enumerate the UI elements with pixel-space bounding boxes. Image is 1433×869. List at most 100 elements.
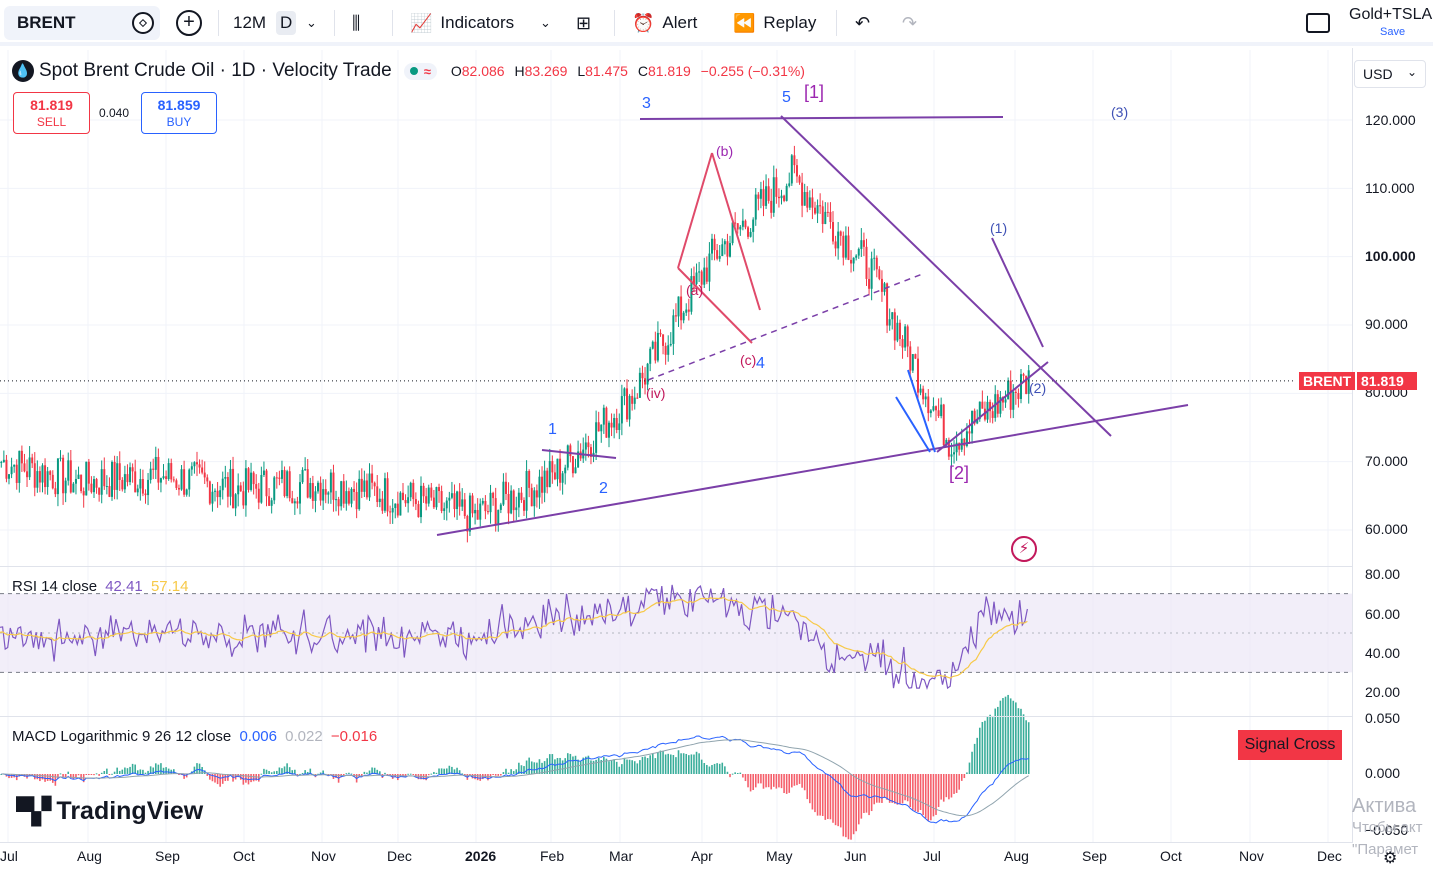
buy-button[interactable]: 81.859 BUY	[141, 92, 217, 134]
indicators-icon: 📈	[410, 12, 433, 33]
add-symbol-button[interactable]: +	[176, 0, 202, 46]
macd-histogram-bar	[288, 767, 291, 774]
candle-body	[311, 483, 314, 501]
watermark-line1: Актива	[1352, 795, 1417, 817]
macd-histogram-bar	[976, 737, 979, 774]
divider	[334, 10, 335, 36]
pane-divider[interactable]	[0, 566, 1352, 567]
alert-button[interactable]: ⏰ Alert	[632, 0, 697, 46]
candle-body	[976, 419, 979, 424]
signal-cross-badge[interactable]: Signal Cross	[1238, 730, 1342, 760]
redo-button[interactable]: ↷	[902, 0, 917, 46]
gear-icon[interactable]: ⚙	[1383, 850, 1398, 867]
macd-histogram-bar	[116, 767, 118, 774]
macd-legend[interactable]: MACD Logarithmic 9 26 12 close 0.006 0.0…	[12, 728, 377, 745]
candle-body	[880, 278, 883, 292]
candle-body	[185, 489, 188, 495]
macd-histogram-bar	[788, 774, 791, 793]
chart-type-d-button[interactable]: D	[276, 0, 297, 46]
layout-button[interactable]: ⊞	[576, 0, 591, 46]
chart-legend[interactable]: 💧 Spot Brent Crude Oil · 1D · Velocity T…	[12, 60, 805, 82]
candle-body	[123, 474, 126, 490]
macd-histogram-bar	[77, 774, 80, 776]
pane-divider[interactable]	[0, 716, 1352, 717]
trend-line	[780, 115, 1112, 437]
bars-style-button[interactable]: ⫼	[352, 0, 360, 46]
macd-tick: 0.000	[1365, 765, 1401, 781]
candle-body	[332, 472, 335, 500]
candle-body	[898, 322, 901, 340]
macd-histogram-bar	[106, 768, 108, 774]
macd-histogram-bar	[113, 771, 116, 774]
candle-body	[955, 442, 958, 453]
macd-histogram-bar	[165, 767, 167, 774]
macd-histogram-bar	[801, 774, 803, 788]
macd-histogram-bar	[294, 769, 296, 774]
candle-body	[819, 205, 822, 207]
macd-histogram-bar	[268, 771, 270, 774]
candle-body	[708, 253, 711, 282]
tradingview-logo[interactable]: ▀▞ TradingView	[16, 796, 203, 827]
candle-body	[747, 227, 750, 237]
currency-select[interactable]: USD ⌄	[1354, 60, 1426, 88]
price-axis[interactable]: 120.000 110.000 100.000 90.000 80.000 70…	[1352, 48, 1433, 843]
macd-histogram-bar	[894, 774, 896, 804]
undo-button[interactable]: ↶	[855, 0, 870, 46]
candle-body	[371, 473, 374, 483]
compare-icon[interactable]: ⬦	[132, 12, 154, 34]
candle-body	[656, 332, 659, 361]
macd-histogram-bar	[919, 774, 922, 811]
candle-body	[13, 464, 16, 467]
replay-button[interactable]: ⏪ Replay	[733, 0, 816, 46]
candle-body	[515, 507, 518, 511]
macd-histogram-bar	[548, 754, 551, 774]
macd-histogram-bar	[1017, 708, 1020, 774]
macd-histogram-bar	[51, 774, 54, 783]
candle-body	[432, 497, 435, 508]
market-status[interactable]: ≈	[403, 62, 437, 80]
fullscreen-button[interactable]	[1306, 0, 1330, 46]
indicators-dropdown[interactable]: ⌄	[540, 0, 551, 46]
trend-line	[936, 361, 1049, 453]
candle-body	[762, 189, 765, 206]
candle-body	[100, 469, 103, 495]
candle-body	[304, 469, 307, 471]
macd-histogram-bar	[865, 774, 868, 813]
candle-body	[26, 471, 29, 478]
time-tick: Jul	[0, 848, 18, 864]
lightning-icon[interactable]: ⚡	[1011, 536, 1037, 562]
interval-button[interactable]: 12M	[233, 0, 266, 46]
macd-histogram-bar	[59, 773, 62, 775]
candle-body	[618, 423, 621, 430]
candle-body	[381, 498, 384, 511]
layout-name[interactable]: Gold+TSLA	[1349, 0, 1432, 38]
indicators-button[interactable]: 📈 Indicators	[410, 0, 514, 46]
candle-body	[837, 231, 840, 249]
candle-body	[1004, 399, 1007, 403]
candle-body	[940, 404, 943, 417]
macd-histogram-bar	[950, 774, 953, 798]
candle-body	[113, 461, 116, 490]
save-label[interactable]: Save	[1380, 26, 1406, 38]
candle-body	[486, 511, 489, 513]
candle-body	[651, 341, 654, 349]
macd-histogram-bar	[667, 753, 670, 774]
macd-histogram-bar	[613, 759, 615, 774]
symbol-search[interactable]: BRENT ⬦	[4, 6, 160, 40]
macd-histogram-bar	[875, 774, 878, 803]
macd-histogram-bar	[842, 774, 845, 837]
macd-histogram-bar	[852, 774, 855, 835]
candle-body	[878, 269, 881, 279]
wave-label-a: (a)	[686, 282, 704, 298]
trend-line	[677, 152, 713, 269]
rsi-legend[interactable]: RSI 14 close 42.41 57.14	[12, 578, 188, 595]
macd-histogram-bar	[994, 708, 997, 774]
candle-body	[87, 461, 90, 484]
sell-button[interactable]: 81.819 SELL	[13, 92, 90, 134]
time-tick: Dec	[387, 848, 412, 864]
interval-dropdown[interactable]: ⌄	[306, 0, 317, 46]
candle-body	[644, 378, 647, 385]
macd-histogram-bar	[814, 774, 816, 813]
pane-divider[interactable]	[0, 842, 1352, 843]
